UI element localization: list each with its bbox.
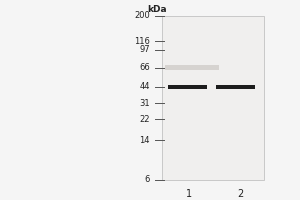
Text: 116: 116 [134, 37, 150, 46]
Text: 22: 22 [140, 115, 150, 124]
Text: 97: 97 [140, 45, 150, 54]
Text: 2: 2 [237, 189, 243, 199]
Text: 44: 44 [140, 82, 150, 91]
Text: 66: 66 [139, 63, 150, 72]
Text: 14: 14 [140, 136, 150, 145]
Text: 31: 31 [140, 99, 150, 108]
Text: 200: 200 [134, 11, 150, 21]
Text: 6: 6 [145, 176, 150, 184]
Text: kDa: kDa [148, 5, 167, 14]
Text: 1: 1 [186, 189, 192, 199]
